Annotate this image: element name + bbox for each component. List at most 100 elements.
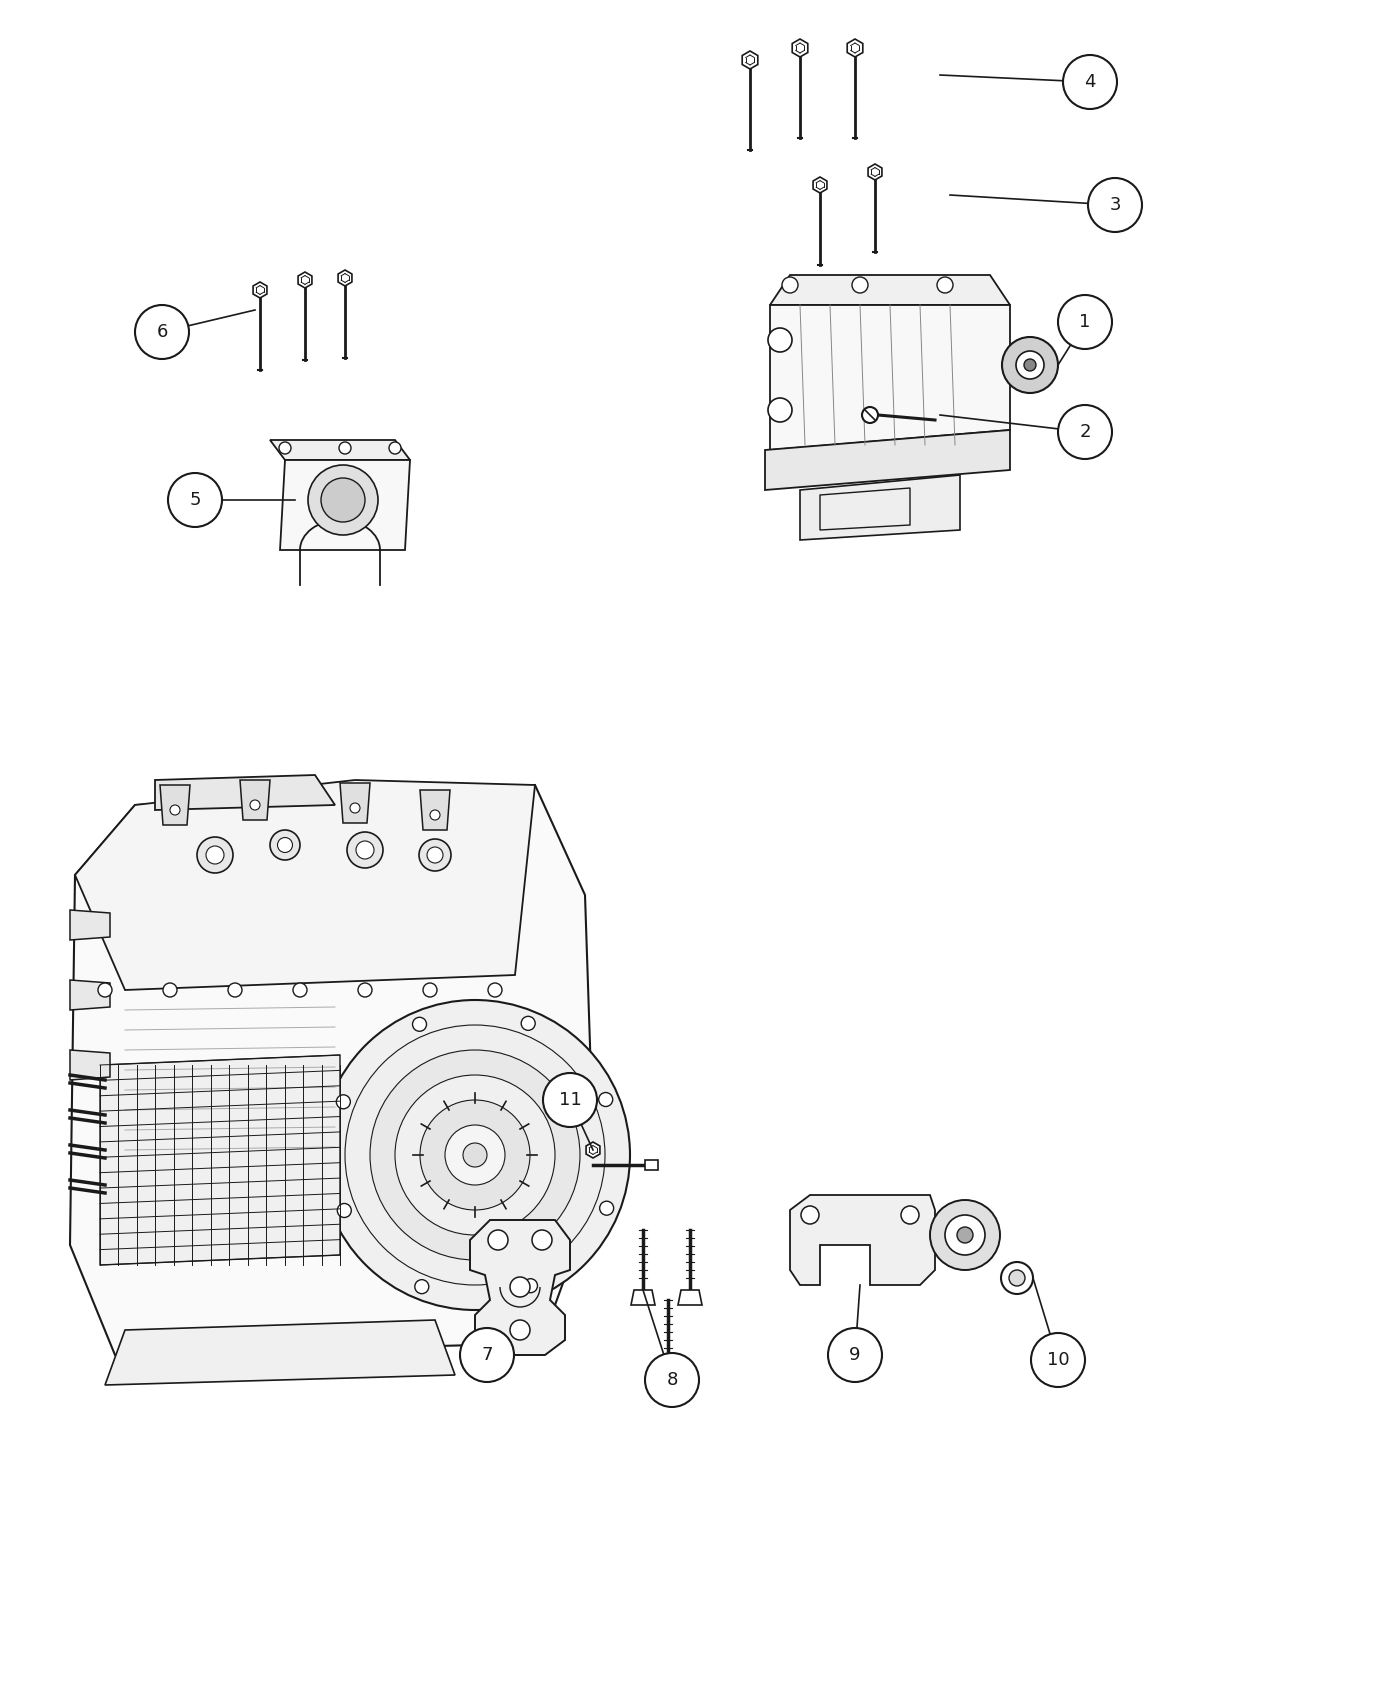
Circle shape — [769, 398, 792, 422]
Circle shape — [902, 1205, 918, 1224]
Circle shape — [801, 1205, 819, 1224]
Circle shape — [862, 406, 878, 423]
Circle shape — [1002, 337, 1058, 393]
Circle shape — [419, 840, 451, 870]
Circle shape — [599, 1202, 613, 1215]
Circle shape — [423, 983, 437, 996]
Polygon shape — [770, 304, 1009, 451]
Circle shape — [1058, 296, 1112, 348]
Circle shape — [489, 983, 503, 996]
Circle shape — [228, 983, 242, 996]
Circle shape — [279, 442, 291, 454]
Circle shape — [344, 1025, 605, 1285]
Polygon shape — [155, 775, 335, 809]
Circle shape — [463, 1142, 487, 1166]
Circle shape — [251, 801, 260, 809]
Circle shape — [308, 466, 378, 536]
Circle shape — [339, 442, 351, 454]
Circle shape — [277, 838, 293, 852]
Circle shape — [395, 1074, 554, 1234]
Polygon shape — [868, 163, 882, 180]
Circle shape — [1063, 54, 1117, 109]
Text: 8: 8 — [666, 1370, 678, 1389]
Polygon shape — [70, 979, 111, 1010]
Circle shape — [321, 478, 365, 522]
Polygon shape — [340, 784, 370, 823]
Circle shape — [427, 847, 442, 864]
Polygon shape — [792, 39, 808, 58]
Polygon shape — [770, 275, 1009, 304]
Polygon shape — [742, 51, 757, 70]
Polygon shape — [160, 785, 190, 824]
Circle shape — [98, 983, 112, 996]
Circle shape — [827, 1328, 882, 1382]
Text: 4: 4 — [1084, 73, 1096, 92]
Circle shape — [1009, 1270, 1025, 1285]
Circle shape — [347, 831, 384, 869]
Polygon shape — [298, 272, 312, 287]
Circle shape — [1001, 1261, 1033, 1294]
Circle shape — [321, 1000, 630, 1311]
Circle shape — [358, 983, 372, 996]
Polygon shape — [70, 785, 595, 1355]
Text: 5: 5 — [189, 491, 200, 508]
Polygon shape — [239, 780, 270, 819]
Text: 11: 11 — [559, 1091, 581, 1108]
Polygon shape — [813, 177, 827, 194]
Circle shape — [356, 842, 374, 858]
Polygon shape — [105, 1319, 455, 1386]
Circle shape — [521, 1017, 535, 1030]
Circle shape — [1088, 178, 1142, 231]
Circle shape — [532, 1231, 552, 1250]
Text: 9: 9 — [850, 1346, 861, 1363]
Circle shape — [645, 1353, 699, 1408]
Circle shape — [197, 836, 232, 874]
Polygon shape — [337, 270, 351, 286]
Circle shape — [461, 1328, 514, 1382]
Polygon shape — [847, 39, 862, 58]
Circle shape — [445, 1125, 505, 1185]
Polygon shape — [70, 1051, 111, 1080]
Polygon shape — [799, 474, 960, 541]
Polygon shape — [99, 1056, 340, 1265]
Circle shape — [543, 1073, 596, 1127]
Polygon shape — [420, 790, 449, 830]
Text: 2: 2 — [1079, 423, 1091, 440]
Polygon shape — [470, 1221, 570, 1355]
Polygon shape — [76, 780, 535, 989]
Circle shape — [389, 442, 400, 454]
Text: 1: 1 — [1079, 313, 1091, 332]
Circle shape — [510, 1277, 531, 1297]
Polygon shape — [70, 910, 111, 940]
Circle shape — [337, 1204, 351, 1217]
Polygon shape — [790, 1195, 935, 1285]
Polygon shape — [253, 282, 267, 297]
Circle shape — [937, 277, 953, 292]
Circle shape — [162, 983, 176, 996]
Circle shape — [350, 802, 360, 813]
Circle shape — [489, 1231, 508, 1250]
Circle shape — [420, 1100, 531, 1210]
Polygon shape — [764, 430, 1009, 490]
Circle shape — [1016, 350, 1044, 379]
Polygon shape — [280, 461, 410, 551]
Text: 3: 3 — [1109, 196, 1121, 214]
Circle shape — [134, 304, 189, 359]
Polygon shape — [645, 1159, 658, 1170]
Circle shape — [783, 277, 798, 292]
Polygon shape — [270, 440, 410, 461]
Circle shape — [1058, 405, 1112, 459]
Circle shape — [958, 1227, 973, 1243]
Circle shape — [599, 1093, 613, 1107]
Circle shape — [1030, 1333, 1085, 1387]
Text: 6: 6 — [157, 323, 168, 342]
Circle shape — [430, 809, 440, 819]
Text: 10: 10 — [1047, 1352, 1070, 1368]
Circle shape — [853, 277, 868, 292]
Circle shape — [769, 328, 792, 352]
Circle shape — [945, 1216, 986, 1255]
Circle shape — [524, 1278, 538, 1292]
Circle shape — [414, 1280, 428, 1294]
Circle shape — [336, 1095, 350, 1108]
Circle shape — [293, 983, 307, 996]
